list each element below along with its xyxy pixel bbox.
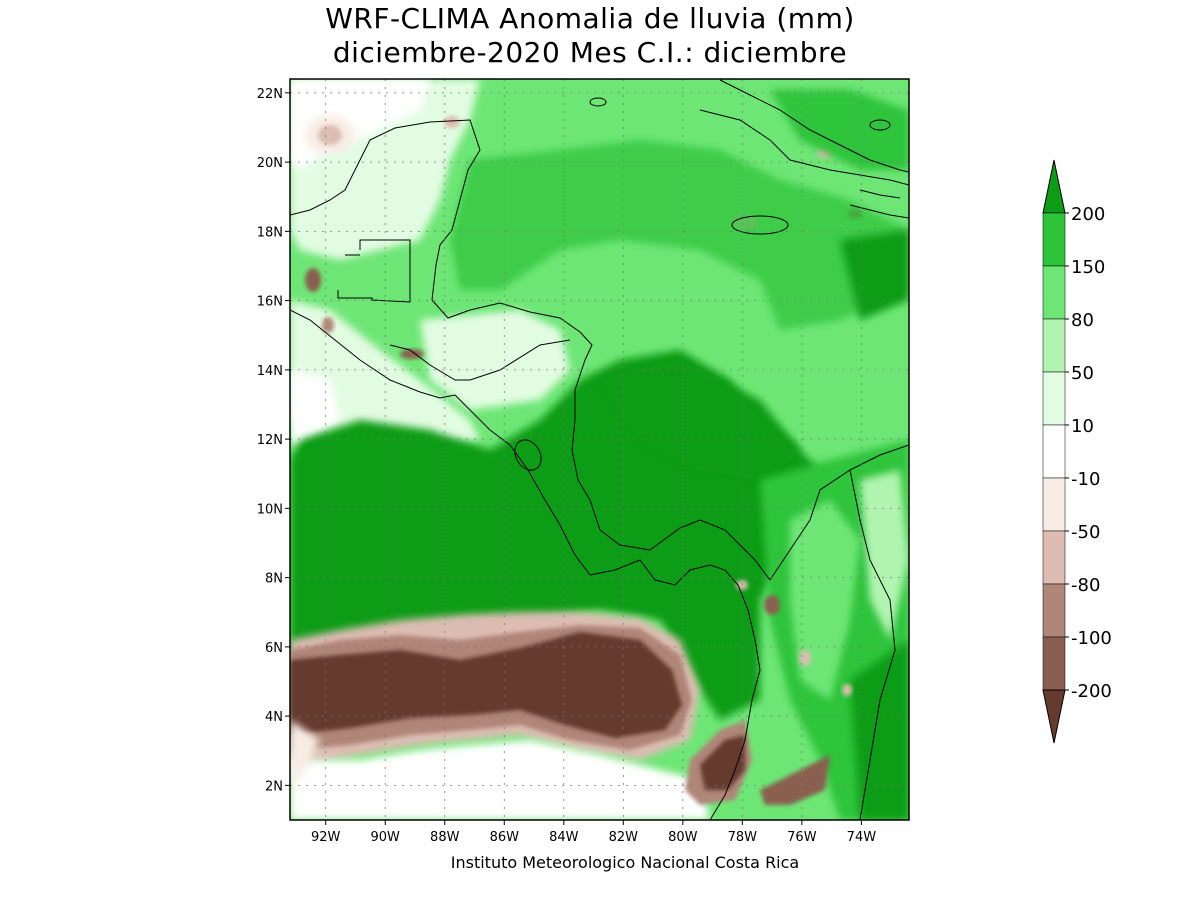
lat-tick-label: 6N: [265, 641, 283, 656]
lat-tick-label: 16N: [257, 295, 283, 310]
map-title-line2: diciembre-2020 Mes C.I.: diciembre: [332, 36, 848, 69]
lon-tick-label: 88W: [430, 830, 460, 845]
lon-tick-label: 84W: [549, 830, 579, 845]
graticule: [290, 79, 909, 820]
lon-tick-label: 92W: [311, 830, 341, 845]
lon-tick-label: 86W: [490, 830, 520, 845]
axis-ticks: 2N 4N 6N 8N 10N 12N 14N 16N 18N 20N 22N 92W 90W 88W 86…: [257, 87, 877, 845]
lat-tick-label: 8N: [265, 572, 283, 587]
credit-text: Instituto Meteorologico Nacional Costa R…: [450, 853, 800, 872]
lat-tick-label: 12N: [257, 433, 283, 448]
legend-swatch: [1042, 371, 1066, 426]
legend-swatch: [1042, 265, 1066, 320]
legend-label: 150: [1071, 257, 1105, 278]
legend-label: -50: [1071, 522, 1100, 543]
legend-swatch: [1042, 530, 1066, 585]
lat-tick-label: 20N: [257, 156, 283, 171]
legend-label: 200: [1071, 204, 1105, 225]
legend-label: 80: [1071, 310, 1094, 331]
legend-label: 10: [1071, 416, 1094, 437]
legend-swatch: [1042, 212, 1066, 267]
lon-tick-label: 90W: [371, 830, 401, 845]
legend-arrow-bottom: [1042, 689, 1066, 744]
lat-tick-label: 18N: [257, 225, 283, 240]
legend-swatch: [1042, 424, 1066, 479]
legend-label: -80: [1071, 575, 1100, 596]
anomaly-field: [290, 79, 909, 820]
legend-label: -10: [1071, 469, 1100, 490]
legend-arrow-top: [1042, 159, 1066, 214]
lon-tick-label: 80W: [668, 830, 698, 845]
legend-label: -200: [1071, 681, 1112, 702]
legend-swatch: [1042, 636, 1066, 691]
map-frame: [289, 78, 910, 821]
lat-tick-label: 22N: [257, 87, 283, 102]
lat-tick-label: 14N: [257, 364, 283, 379]
legend-swatch: [1042, 583, 1066, 638]
legend-swatch: [1042, 318, 1066, 373]
map-title-line1: WRF-CLIMA Anomalia de lluvia (mm): [325, 2, 855, 35]
lat-tick-label: 4N: [265, 710, 283, 725]
legend-label: -100: [1071, 628, 1112, 649]
lat-tick-label: 2N: [265, 779, 283, 794]
lon-tick-label: 76W: [787, 830, 817, 845]
legend-label: 50: [1071, 363, 1094, 384]
color-legend: 200 150 80 50 10 -10 -50 -80 -100 -200: [1042, 159, 1112, 744]
lon-tick-label: 78W: [728, 830, 758, 845]
lon-tick-label: 82W: [609, 830, 639, 845]
lon-tick-label: 74W: [847, 830, 877, 845]
coastlines: [290, 79, 909, 820]
legend-swatch: [1042, 477, 1066, 532]
lat-tick-label: 10N: [257, 502, 283, 517]
